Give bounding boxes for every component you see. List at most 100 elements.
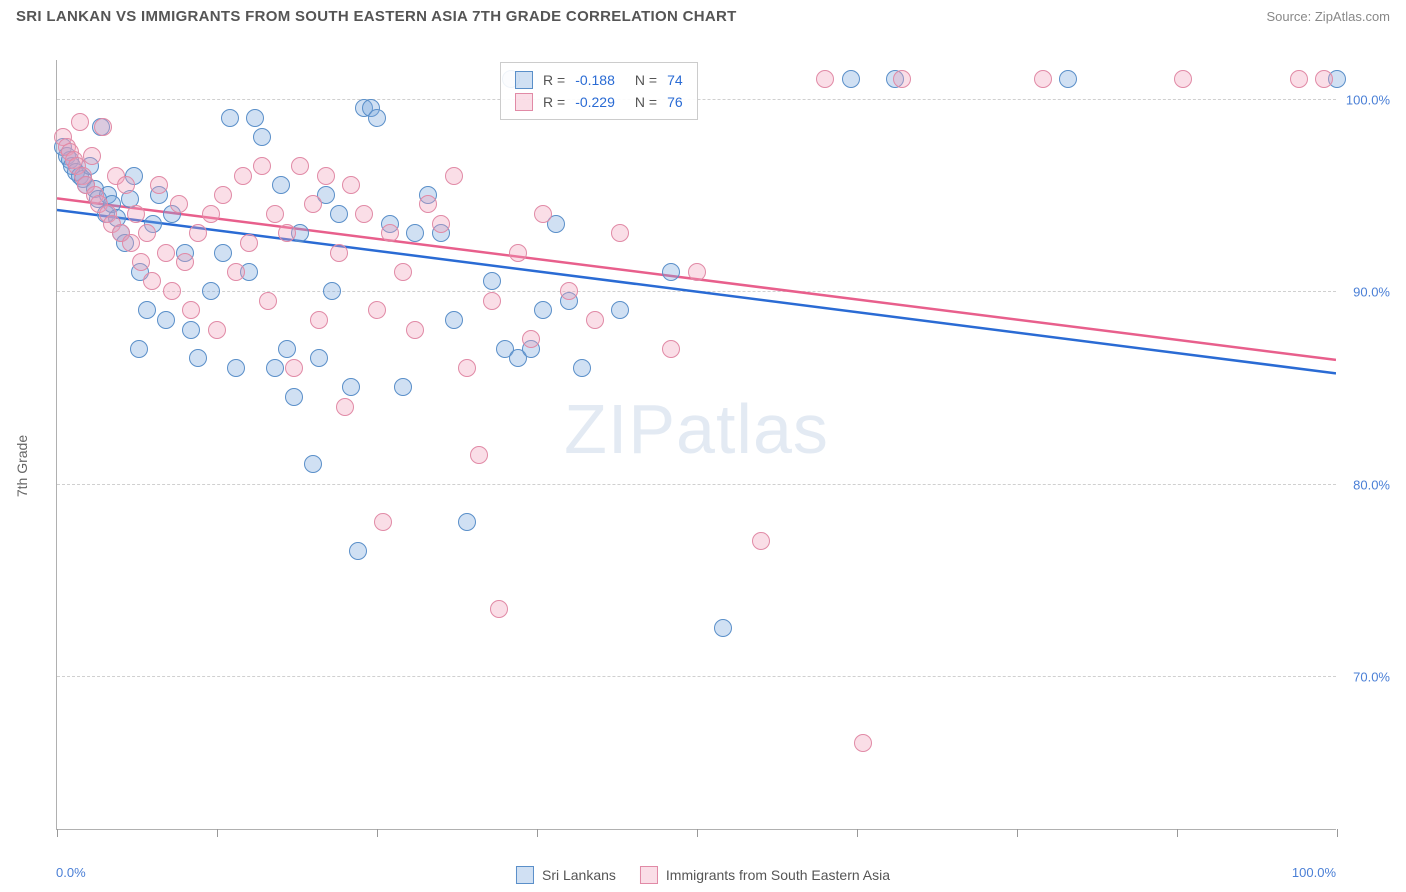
data-point <box>157 244 175 262</box>
legend-swatch <box>515 71 533 89</box>
data-point <box>611 224 629 242</box>
data-point <box>368 301 386 319</box>
data-point <box>394 263 412 281</box>
data-point <box>182 301 200 319</box>
data-point <box>560 282 578 300</box>
data-point <box>227 359 245 377</box>
data-point <box>317 167 335 185</box>
data-point <box>368 109 386 127</box>
legend-label: Immigrants from South Eastern Asia <box>666 867 890 883</box>
data-point <box>342 176 360 194</box>
bottom-legend-item: Immigrants from South Eastern Asia <box>640 866 890 884</box>
data-point <box>240 234 258 252</box>
x-tick <box>57 829 58 837</box>
data-point <box>323 282 341 300</box>
legend-r-value: -0.188 <box>575 72 615 88</box>
data-point <box>202 282 220 300</box>
data-point <box>445 167 463 185</box>
data-point <box>714 619 732 637</box>
data-point <box>150 176 168 194</box>
data-point <box>522 330 540 348</box>
data-point <box>458 513 476 531</box>
x-tick <box>697 829 698 837</box>
gridline: 90.0% <box>57 291 1336 292</box>
data-point <box>534 205 552 223</box>
data-point <box>349 542 367 560</box>
data-point <box>1174 70 1192 88</box>
data-point <box>266 205 284 223</box>
data-point <box>662 340 680 358</box>
data-point <box>246 109 264 127</box>
data-point <box>214 186 232 204</box>
data-point <box>483 292 501 310</box>
data-point <box>227 263 245 281</box>
y-tick-label: 100.0% <box>1346 92 1390 107</box>
x-tick <box>537 829 538 837</box>
x-tick <box>857 829 858 837</box>
data-point <box>94 118 112 136</box>
data-point <box>1059 70 1077 88</box>
gridline: 80.0% <box>57 484 1336 485</box>
data-point <box>310 311 328 329</box>
data-point <box>266 359 284 377</box>
data-point <box>259 292 277 310</box>
data-point <box>893 70 911 88</box>
chart-header: SRI LANKAN VS IMMIGRANTS FROM SOUTH EAST… <box>0 0 1406 37</box>
data-point <box>182 321 200 339</box>
data-point <box>419 195 437 213</box>
watermark-light: atlas <box>676 390 829 468</box>
data-point <box>1034 70 1052 88</box>
y-tick-label: 70.0% <box>1353 670 1390 685</box>
data-point <box>221 109 239 127</box>
y-axis-title: 7th Grade <box>14 435 30 497</box>
legend-r-label: R = <box>543 94 565 110</box>
data-point <box>381 224 399 242</box>
data-point <box>138 301 156 319</box>
data-point <box>1290 70 1308 88</box>
data-point <box>394 378 412 396</box>
data-point <box>138 224 156 242</box>
data-point <box>432 215 450 233</box>
legend-stats-box: R =-0.188N =74R =-0.229N =76 <box>500 62 698 120</box>
chart-container: 7th Grade ZIPatlas 70.0% 80.0% 90.0% 100.0%… <box>0 40 1406 892</box>
data-point <box>534 301 552 319</box>
bottom-legend-item: Sri Lankans <box>516 866 616 884</box>
data-point <box>752 532 770 550</box>
watermark-bold: ZIP <box>564 390 676 468</box>
data-point <box>170 195 188 213</box>
data-point <box>214 244 232 262</box>
source-label: Source: ZipAtlas.com <box>1266 9 1390 24</box>
gridline: 70.0% <box>57 676 1336 677</box>
data-point <box>586 311 604 329</box>
data-point <box>355 205 373 223</box>
x-tick <box>377 829 378 837</box>
data-point <box>483 272 501 290</box>
data-point <box>842 70 860 88</box>
data-point <box>278 224 296 242</box>
data-point <box>83 147 101 165</box>
data-point <box>163 282 181 300</box>
data-point <box>189 224 207 242</box>
data-point <box>662 263 680 281</box>
data-point <box>310 349 328 367</box>
data-point <box>1315 70 1333 88</box>
y-tick-label: 80.0% <box>1353 477 1390 492</box>
legend-label: Sri Lankans <box>542 867 616 883</box>
data-point <box>285 388 303 406</box>
x-tick <box>1017 829 1018 837</box>
legend-stats-row: R =-0.188N =74 <box>515 69 683 91</box>
x-tick <box>217 829 218 837</box>
data-point <box>253 157 271 175</box>
legend-n-value: 74 <box>667 72 683 88</box>
data-point <box>854 734 872 752</box>
data-point <box>374 513 392 531</box>
data-point <box>71 113 89 131</box>
data-point <box>304 195 322 213</box>
data-point <box>278 340 296 358</box>
data-point <box>458 359 476 377</box>
data-point <box>336 398 354 416</box>
bottom-legend: Sri Lankans Immigrants from South Eastern… <box>516 866 890 884</box>
data-point <box>342 378 360 396</box>
data-point <box>490 600 508 618</box>
data-point <box>406 224 424 242</box>
